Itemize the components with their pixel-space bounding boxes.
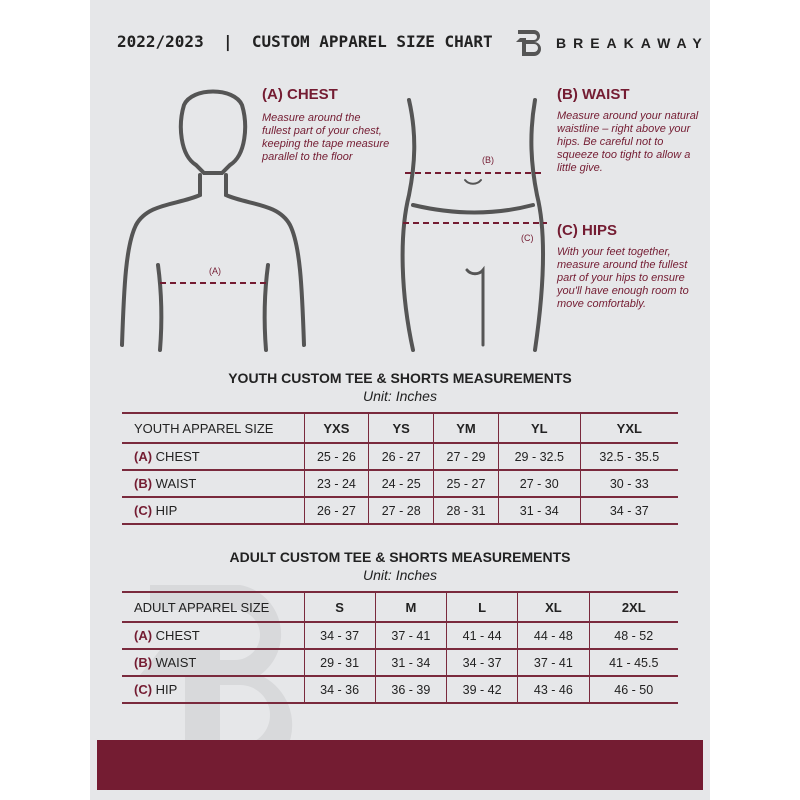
size-value-cell: 25 - 26 xyxy=(303,442,369,471)
size-value-cell: 41 - 44 xyxy=(445,621,518,650)
row-measure: CHEST xyxy=(155,449,200,464)
header-cell: YXL xyxy=(579,412,678,444)
size-value-cell: 34 - 37 xyxy=(303,621,376,650)
row-label: (B) WAIST xyxy=(122,648,304,677)
header-cell: YS xyxy=(368,412,434,444)
size-value-cell: 48 - 52 xyxy=(588,621,678,650)
table-row: (B) WAIST 29 - 31 31 - 34 34 - 37 37 - 41 41 … xyxy=(122,648,678,677)
size-value-cell: 26 - 27 xyxy=(303,496,369,525)
waist-instructions: Measure around your natural waistline – … xyxy=(557,110,699,174)
size-value-cell: 34 - 36 xyxy=(303,675,376,704)
size-value-cell: 27 - 30 xyxy=(497,469,581,498)
hips-marker: (C) xyxy=(521,233,534,243)
size-value-cell: 43 - 46 xyxy=(517,675,589,704)
size-value-cell: 41 - 45.5 xyxy=(588,648,678,677)
size-value-cell: 37 - 41 xyxy=(374,621,447,650)
size-value-cell: 25 - 27 xyxy=(433,469,499,498)
row-label: (C) HIP xyxy=(122,675,304,704)
header-cell: ADULT APPAREL SIZE xyxy=(122,591,304,623)
row-measure: HIP xyxy=(155,682,178,697)
size-value-cell: 36 - 39 xyxy=(374,675,447,704)
header-cell: 2XL xyxy=(588,591,678,623)
row-label: (C) HIP xyxy=(122,496,304,525)
youth-table-unit: Unit: Inches xyxy=(363,388,437,404)
header-cell: L xyxy=(445,591,518,623)
hips-instructions: With your feet together, measure around … xyxy=(557,246,689,310)
waist-marker: (B) xyxy=(482,155,494,165)
row-label: (B) WAIST xyxy=(122,469,304,498)
footer-bar xyxy=(97,740,703,790)
table-row: (A) CHEST 34 - 37 37 - 41 41 - 44 44 - 48 48 … xyxy=(122,621,678,650)
brand-name: BREAKAWAY xyxy=(556,35,709,51)
size-value-cell: 23 - 24 xyxy=(303,469,369,498)
row-label: (A) CHEST xyxy=(122,621,304,650)
row-label: (A) CHEST xyxy=(122,442,304,471)
size-value-cell: 31 - 34 xyxy=(374,648,447,677)
header-cell: S xyxy=(303,591,376,623)
table-row: (C) HIP 26 - 27 27 - 28 28 - 31 31 - 34 34 - … xyxy=(122,496,678,525)
waist-heading: (B) WAIST xyxy=(557,86,630,103)
size-value-cell: 32.5 - 35.5 xyxy=(579,442,678,471)
chest-heading: (A) CHEST xyxy=(262,86,338,103)
size-value-cell: 39 - 42 xyxy=(445,675,518,704)
row-measure: WAIST xyxy=(155,476,197,491)
size-value-cell: 31 - 34 xyxy=(497,496,581,525)
size-value-cell: 30 - 33 xyxy=(579,469,678,498)
chest-instructions: Measure around the fullest part of your … xyxy=(262,112,390,163)
size-value-cell: 37 - 41 xyxy=(517,648,589,677)
row-letter: (B) xyxy=(134,476,153,491)
youth-size-table: YOUTH APPAREL SIZE YXS YS YM YL YXL (A) CHEST 2… xyxy=(122,412,678,525)
table-row: (A) CHEST 25 - 26 26 - 27 27 - 29 29 - 32.5 3… xyxy=(122,442,678,471)
row-measure: WAIST xyxy=(155,655,197,670)
row-letter: (C) xyxy=(134,503,153,518)
row-letter: (C) xyxy=(134,682,153,697)
size-value-cell: 27 - 29 xyxy=(433,442,499,471)
header-cell: M xyxy=(374,591,447,623)
row-measure: CHEST xyxy=(155,628,200,643)
adult-size-table: ADULT APPAREL SIZE S M L XL 2XL (A) CHEST 34 - … xyxy=(122,591,678,704)
body-figure xyxy=(400,98,547,352)
size-value-cell: 34 - 37 xyxy=(579,496,678,525)
hips-heading: (C) HIPS xyxy=(557,222,617,239)
size-value-cell: 46 - 50 xyxy=(588,675,678,704)
size-value-cell: 27 - 28 xyxy=(368,496,434,525)
header-cell: XL xyxy=(517,591,589,623)
adult-table-unit: Unit: Inches xyxy=(363,567,437,583)
header-cell: YXS xyxy=(303,412,369,444)
row-letter: (A) xyxy=(134,449,153,464)
size-value-cell: 44 - 48 xyxy=(517,621,589,650)
adult-table-title: ADULT CUSTOM TEE & SHORTS MEASUREMENTS xyxy=(229,549,571,565)
youth-table-title: YOUTH CUSTOM TEE & SHORTS MEASUREMENTS xyxy=(228,370,572,386)
page-title: 2022/2023 | CUSTOM APPAREL SIZE CHART xyxy=(117,32,493,51)
chest-figure xyxy=(120,89,306,352)
size-value-cell: 26 - 27 xyxy=(368,442,434,471)
header-cell: YM xyxy=(433,412,499,444)
size-value-cell: 34 - 37 xyxy=(445,648,518,677)
chest-marker: (A) xyxy=(209,266,221,276)
size-value-cell: 29 - 32.5 xyxy=(497,442,581,471)
header-cell: YOUTH APPAREL SIZE xyxy=(122,412,304,444)
size-value-cell: 24 - 25 xyxy=(368,469,434,498)
row-measure: HIP xyxy=(155,503,178,518)
table-header-row: YOUTH APPAREL SIZE YXS YS YM YL YXL xyxy=(122,412,678,444)
table-row: (B) WAIST 23 - 24 24 - 25 25 - 27 27 - 30 30 … xyxy=(122,469,678,498)
breakaway-logo-icon xyxy=(516,30,541,56)
row-letter: (B) xyxy=(134,655,153,670)
size-value-cell: 28 - 31 xyxy=(433,496,499,525)
table-row: (C) HIP 34 - 36 36 - 39 39 - 42 43 - 46 46 - … xyxy=(122,675,678,704)
size-value-cell: 29 - 31 xyxy=(303,648,376,677)
table-header-row: ADULT APPAREL SIZE S M L XL 2XL xyxy=(122,591,678,623)
row-letter: (A) xyxy=(134,628,153,643)
header-cell: YL xyxy=(497,412,581,444)
